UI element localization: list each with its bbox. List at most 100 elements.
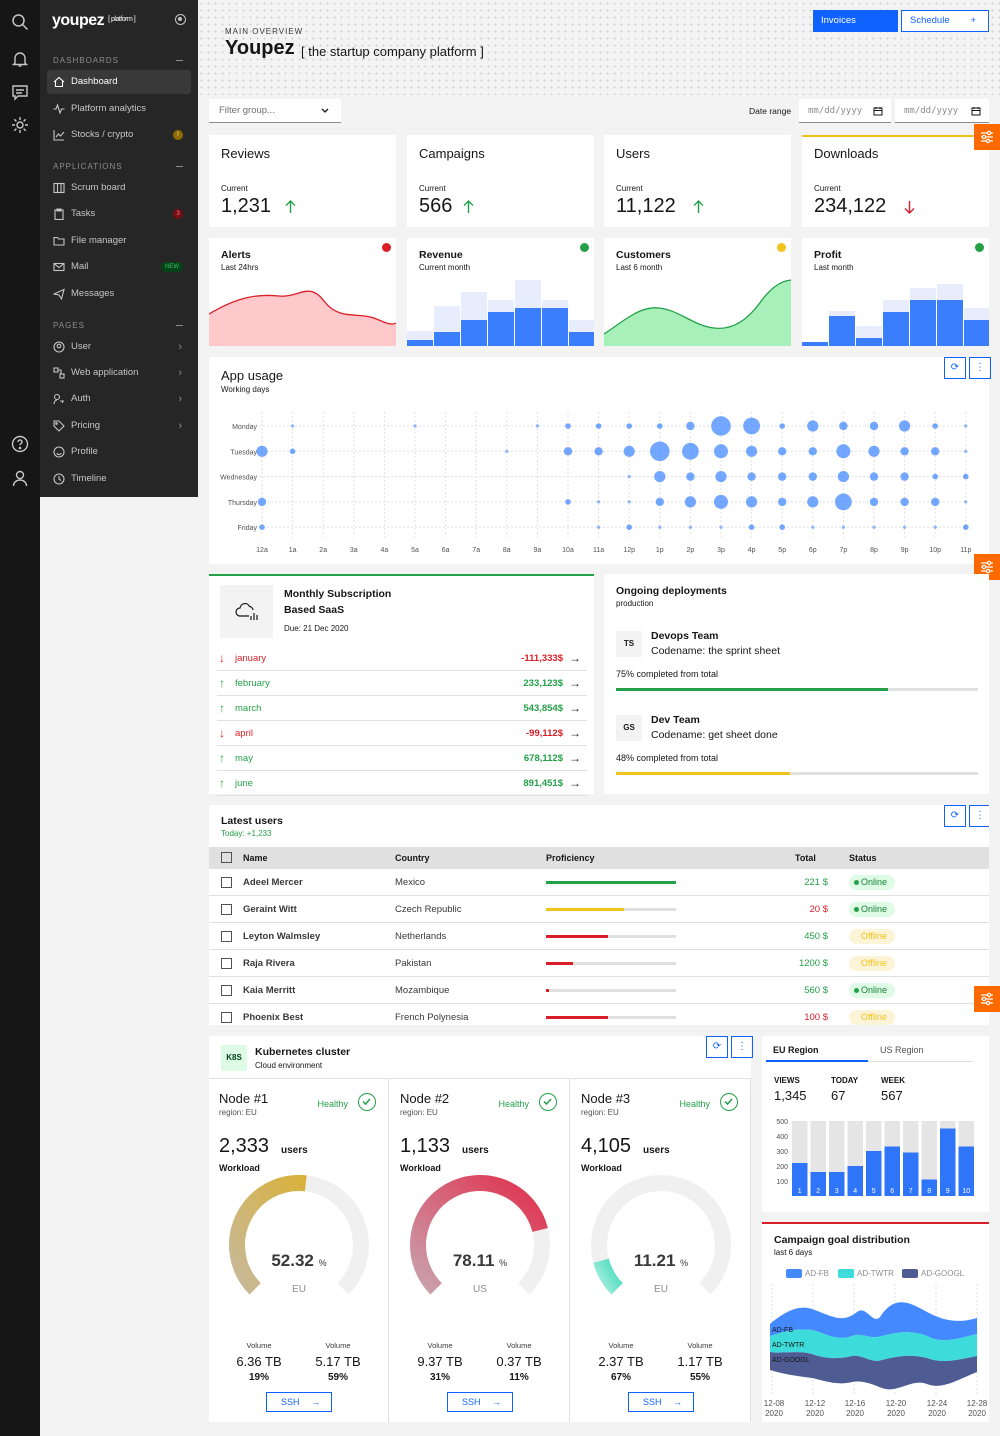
usage-bubble[interactable]: [535, 424, 539, 428]
row-checkbox[interactable]: [221, 985, 232, 996]
column-header[interactable]: Proficiency: [546, 853, 595, 863]
usage-bubble[interactable]: [932, 423, 938, 429]
sidebar-item-dashboard[interactable]: Dashboard: [47, 70, 191, 94]
sidebar-item-scrum-board[interactable]: Scrum board: [47, 176, 191, 200]
date-from-input[interactable]: mm/dd/yyyy: [799, 99, 891, 123]
usage-bubble[interactable]: [684, 496, 696, 508]
section-dashboards[interactable]: DASHBOARDS: [53, 56, 183, 65]
usage-bubble[interactable]: [932, 473, 938, 480]
section-pages[interactable]: PAGES: [53, 321, 183, 330]
usage-bubble[interactable]: [658, 525, 662, 529]
subscription-row[interactable]: ↑ june 891,451$ →: [217, 771, 587, 796]
subscription-row[interactable]: ↓ january -111,333$ →: [217, 646, 587, 671]
overflow-menu-button[interactable]: ⋮: [731, 1036, 753, 1058]
overflow-menu-button[interactable]: ⋮: [969, 805, 989, 827]
usage-bubble[interactable]: [868, 445, 880, 457]
usage-bubble[interactable]: [650, 441, 670, 462]
usage-bubble[interactable]: [714, 444, 728, 459]
arrow-right-icon[interactable]: →: [569, 751, 581, 765]
bar[interactable]: [829, 1172, 845, 1196]
gear-icon[interactable]: [11, 116, 29, 134]
usage-bubble[interactable]: [626, 423, 632, 429]
usage-bubble[interactable]: [964, 500, 968, 504]
subscription-row[interactable]: ↑ may 678,112$ →: [217, 746, 587, 771]
usage-bubble[interactable]: [811, 525, 815, 529]
usage-bubble[interactable]: [836, 444, 851, 459]
overflow-menu-button[interactable]: ⋮: [969, 357, 991, 379]
sidebar-item-platform-analytics[interactable]: Platform analytics: [47, 97, 191, 121]
arrow-right-icon[interactable]: →: [569, 726, 581, 740]
usage-bubble[interactable]: [963, 473, 969, 480]
help-icon[interactable]: [11, 435, 29, 453]
bar[interactable]: [884, 1146, 901, 1197]
bar[interactable]: [940, 1128, 956, 1197]
section-applications[interactable]: APPLICATIONS: [53, 162, 183, 171]
user-icon[interactable]: [11, 469, 29, 487]
subscription-row[interactable]: ↑ february 233,123$ →: [217, 671, 587, 696]
usage-bubble[interactable]: [931, 447, 940, 456]
usage-bubble[interactable]: [964, 424, 968, 428]
tab-eu-region[interactable]: EU Region: [773, 1045, 819, 1055]
sidebar-item-file-manager[interactable]: File manager: [47, 229, 191, 253]
legend-label[interactable]: AD-GOOGL: [921, 1269, 965, 1278]
usage-bubble[interactable]: [688, 525, 692, 529]
usage-bubble[interactable]: [711, 416, 731, 436]
usage-bubble[interactable]: [291, 424, 295, 428]
bar[interactable]: [958, 1146, 975, 1197]
usage-bubble[interactable]: [746, 445, 758, 457]
bell-icon[interactable]: [11, 50, 29, 68]
row-checkbox[interactable]: [221, 931, 232, 942]
ssh-button[interactable]: SSH →: [447, 1392, 513, 1412]
usage-bubble[interactable]: [686, 421, 695, 431]
usage-bubble[interactable]: [505, 449, 509, 453]
row-checkbox[interactable]: [221, 958, 232, 969]
usage-bubble[interactable]: [899, 420, 911, 432]
bar[interactable]: [921, 1179, 938, 1197]
sidebar-item-tasks[interactable]: Tasks 3: [47, 202, 191, 226]
usage-bubble[interactable]: [743, 417, 760, 435]
usage-bubble[interactable]: [964, 449, 968, 453]
table-row[interactable]: Adeel Mercer Mexico 221 $ Online: [209, 869, 989, 896]
table-row[interactable]: Kaia Merritt Mozambique 560 $ Online: [209, 977, 989, 1004]
usage-bubble[interactable]: [594, 447, 603, 456]
usage-bubble[interactable]: [778, 447, 787, 456]
sidebar-item-messages[interactable]: Messages: [47, 282, 191, 306]
column-header[interactable]: Name: [243, 853, 268, 863]
usage-bubble[interactable]: [778, 472, 787, 481]
table-row[interactable]: Raja Rivera Pakistan 1200 $ Offline: [209, 950, 989, 977]
usage-bubble[interactable]: [715, 471, 727, 483]
usage-bubble[interactable]: [627, 475, 631, 479]
usage-bubble[interactable]: [719, 525, 723, 529]
usage-bubble[interactable]: [413, 424, 417, 428]
usage-bubble[interactable]: [259, 524, 265, 530]
sidebar-item-web-application[interactable]: Web application ›: [47, 361, 191, 385]
usage-bubble[interactable]: [747, 472, 756, 481]
customize-button[interactable]: [974, 124, 1000, 150]
select-all-checkbox[interactable]: [221, 852, 232, 863]
sidebar-item-auth[interactable]: Auth ›: [47, 387, 191, 411]
ssh-button[interactable]: SSH →: [266, 1392, 332, 1412]
refresh-button[interactable]: ⟳: [944, 805, 966, 827]
usage-bubble[interactable]: [931, 497, 940, 507]
usage-bubble[interactable]: [257, 497, 267, 507]
usage-bubble[interactable]: [563, 447, 573, 456]
customize-button[interactable]: [974, 986, 1000, 1012]
column-header[interactable]: Country: [395, 853, 430, 863]
search-icon[interactable]: [11, 13, 29, 31]
sidebar-item-stocks[interactable]: Stocks / crypto !: [47, 123, 191, 147]
usage-bubble[interactable]: [807, 496, 819, 508]
usage-bubble[interactable]: [963, 524, 969, 530]
usage-bubble[interactable]: [565, 499, 571, 505]
subscription-row[interactable]: ↓ april -99,112$ →: [217, 721, 587, 746]
usage-bubble[interactable]: [657, 423, 663, 429]
bar[interactable]: [866, 1151, 882, 1196]
usage-bubble[interactable]: [900, 447, 909, 456]
refresh-button[interactable]: ⟳: [944, 357, 966, 379]
invoices-button[interactable]: Invoices: [813, 10, 898, 32]
bar[interactable]: [847, 1166, 864, 1196]
usage-bubble[interactable]: [835, 493, 852, 511]
legend-label[interactable]: AD-FB: [805, 1269, 829, 1278]
arrow-right-icon[interactable]: →: [569, 651, 581, 665]
usage-bubble[interactable]: [748, 524, 755, 530]
usage-bubble[interactable]: [686, 472, 695, 481]
